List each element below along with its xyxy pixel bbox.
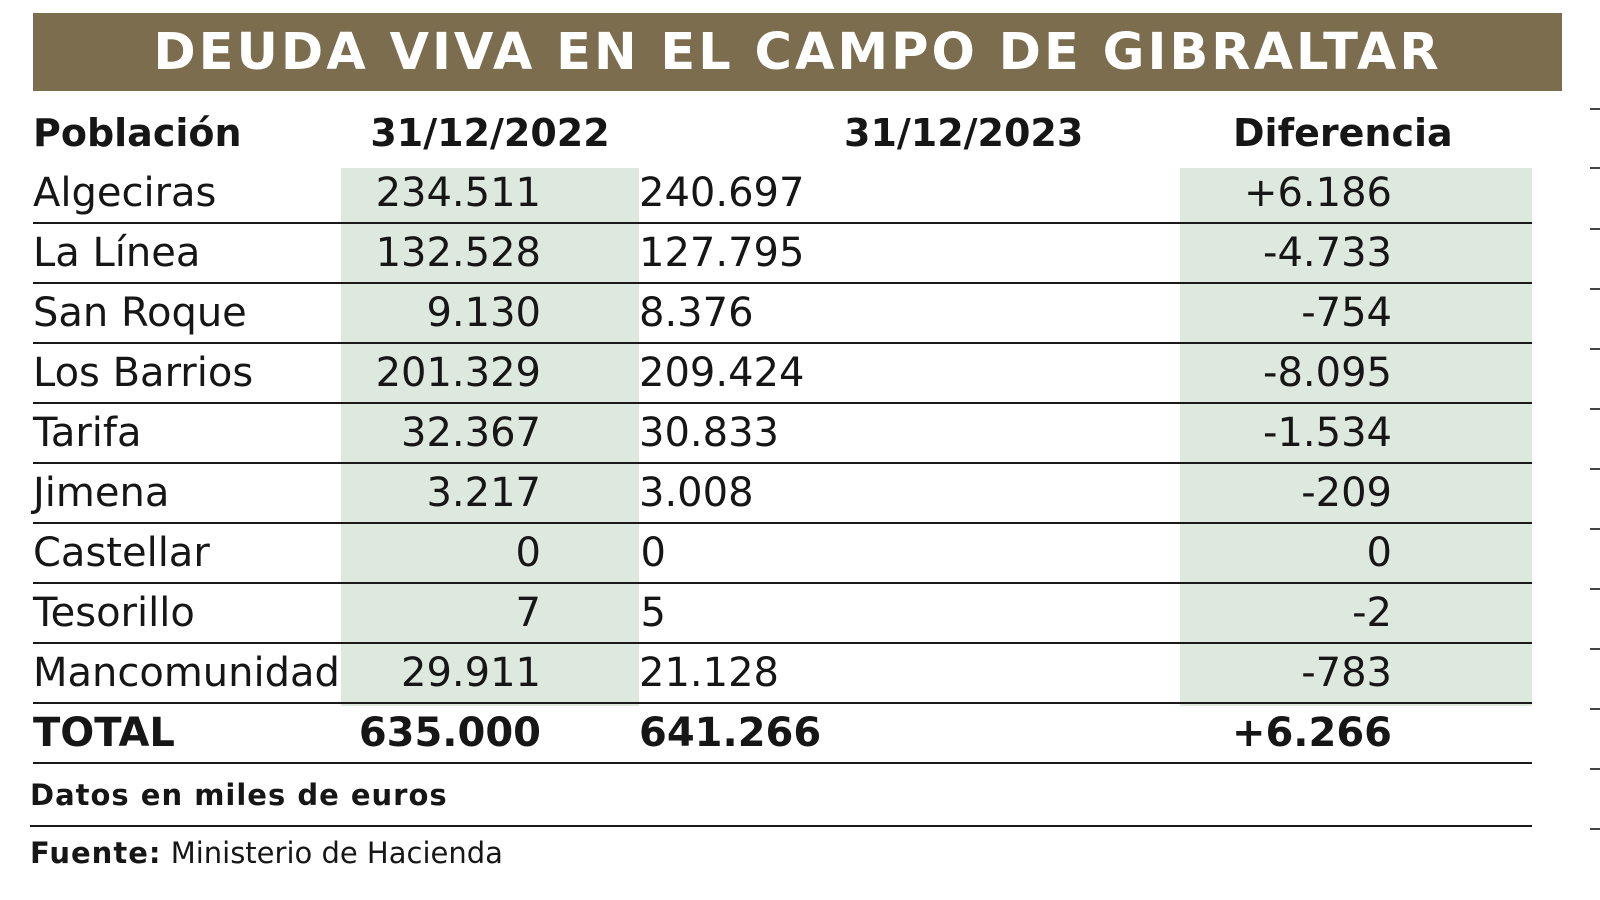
table-row: Jimena 3.217 3.008 -209: [33, 463, 1532, 524]
cell-diferencia: -2: [1180, 583, 1532, 644]
source-value: Ministerio de Hacienda: [170, 836, 503, 870]
table-row: Algeciras 234.511 240.697 +6.186: [33, 164, 1532, 224]
edge-mark: [1590, 708, 1600, 710]
total-row: TOTAL 635.000 641.266 +6.266: [33, 703, 1532, 764]
column-header-2022: 31/12/2022: [370, 111, 610, 155]
cell-2023: 240.697: [639, 164, 1180, 224]
divider: [30, 825, 1532, 827]
edge-mark: [1590, 288, 1600, 290]
table-row: La Línea 132.528 127.795 -4.733: [33, 223, 1532, 284]
total-diferencia: +6.266: [1180, 703, 1532, 764]
cell-poblacion: Mancomunidad: [33, 643, 341, 704]
cell-2022: 201.329: [341, 343, 639, 404]
cell-diferencia: -754: [1180, 283, 1532, 344]
edge-mark: [1590, 167, 1600, 169]
source-label: Fuente:: [30, 836, 162, 870]
cell-2023: 8.376: [639, 283, 1180, 344]
cell-diferencia: -1.534: [1180, 403, 1532, 464]
cell-poblacion: Algeciras: [33, 164, 341, 224]
cell-2023: 21.128: [639, 643, 1180, 704]
edge-mark: [1590, 468, 1600, 470]
cell-diferencia: -4.733: [1180, 223, 1532, 284]
table-row: Tesorillo 7 5 -2: [33, 583, 1532, 644]
source-line: Fuente: Ministerio de Hacienda: [30, 836, 503, 870]
edge-mark: [1590, 408, 1600, 410]
cell-2023: 30.833: [639, 403, 1180, 464]
cell-poblacion: Tarifa: [33, 403, 341, 464]
total-2023: 641.266: [639, 703, 1180, 764]
edge-mark: [1590, 348, 1600, 350]
cell-2023: 3.008: [639, 463, 1180, 524]
cell-diferencia: 0: [1180, 523, 1532, 584]
debt-table: Población 31/12/2022 31/12/2023 Diferenc…: [33, 102, 1532, 764]
cell-2023: 127.795: [639, 223, 1180, 284]
cell-diferencia: +6.186: [1180, 164, 1532, 224]
page-title: DEUDA VIVA EN EL CAMPO DE GIBRALTAR: [153, 22, 1442, 82]
edge-mark: [1590, 228, 1600, 230]
cell-2023: 209.424: [639, 343, 1180, 404]
cell-2022: 29.911: [341, 643, 639, 704]
edge-mark: [1590, 768, 1600, 770]
cell-diferencia: -783: [1180, 643, 1532, 704]
cell-2023: 5: [639, 583, 1180, 644]
edge-mark: [1590, 588, 1600, 590]
cell-2022: 0: [341, 523, 639, 584]
total-label: TOTAL: [33, 703, 341, 764]
cell-2023: 0: [639, 523, 1180, 584]
edge-mark: [1590, 828, 1600, 830]
edge-mark: [1590, 648, 1600, 650]
table-row: Tarifa 32.367 30.833 -1.534: [33, 403, 1532, 464]
cell-2022: 7: [341, 583, 639, 644]
cell-poblacion: La Línea: [33, 223, 341, 284]
cell-diferencia: -209: [1180, 463, 1532, 524]
cell-2022: 234.511: [341, 164, 639, 224]
cell-poblacion: San Roque: [33, 283, 341, 344]
cell-2022: 132.528: [341, 223, 639, 284]
table-row: Mancomunidad 29.911 21.128 -783: [33, 643, 1532, 704]
cell-poblacion: Tesorillo: [33, 583, 341, 644]
header-row: Población 31/12/2022 31/12/2023 Diferenc…: [33, 102, 1532, 164]
cell-diferencia: -8.095: [1180, 343, 1532, 404]
edge-mark: [1590, 528, 1600, 530]
cell-poblacion: Los Barrios: [33, 343, 341, 404]
column-header-2023: 31/12/2023: [844, 111, 1084, 155]
edge-mark: [1590, 108, 1600, 110]
title-bar: DEUDA VIVA EN EL CAMPO DE GIBRALTAR: [33, 13, 1562, 91]
cell-2022: 32.367: [341, 403, 639, 464]
table-row: Los Barrios 201.329 209.424 -8.095: [33, 343, 1532, 404]
table-row: San Roque 9.130 8.376 -754: [33, 283, 1532, 344]
cell-poblacion: Castellar: [33, 523, 341, 584]
units-note: Datos en miles de euros: [30, 778, 448, 812]
total-2022: 635.000: [341, 703, 639, 764]
cell-2022: 3.217: [341, 463, 639, 524]
table-row: Castellar 0 0 0: [33, 523, 1532, 584]
column-header-poblacion: Población: [33, 111, 242, 155]
column-header-diferencia: Diferencia: [1233, 111, 1453, 155]
cell-2022: 9.130: [341, 283, 639, 344]
cell-poblacion: Jimena: [33, 463, 341, 524]
